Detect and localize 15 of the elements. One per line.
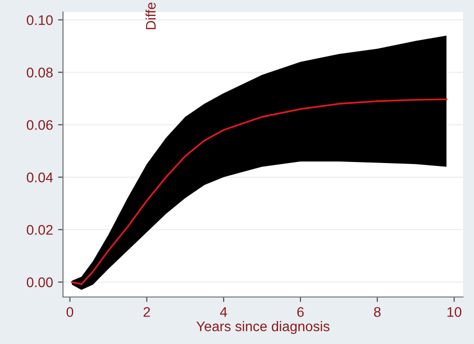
x-tick-label: 8: [374, 307, 381, 317]
y-axis-title: Diffe: [146, 2, 156, 30]
x-tick-label: 6: [297, 307, 304, 317]
x-tick-label: 4: [220, 307, 228, 317]
y-tick-label: 0.06: [26, 120, 53, 130]
x-tick-label: 0: [66, 307, 74, 317]
y-tick-label: 0.04: [26, 172, 53, 182]
x-axis-title: Years since diagnosis: [196, 321, 330, 334]
y-tick-label: 0.08: [26, 68, 53, 78]
y-tick-label: 0.02: [26, 224, 53, 235]
y-tick-label: 0.10: [26, 15, 53, 26]
x-tick-label: 10: [448, 307, 462, 317]
line-series: [71, 98, 448, 285]
y-tick-label: 0.00: [26, 277, 53, 288]
x-tick-label: 2: [144, 307, 150, 317]
